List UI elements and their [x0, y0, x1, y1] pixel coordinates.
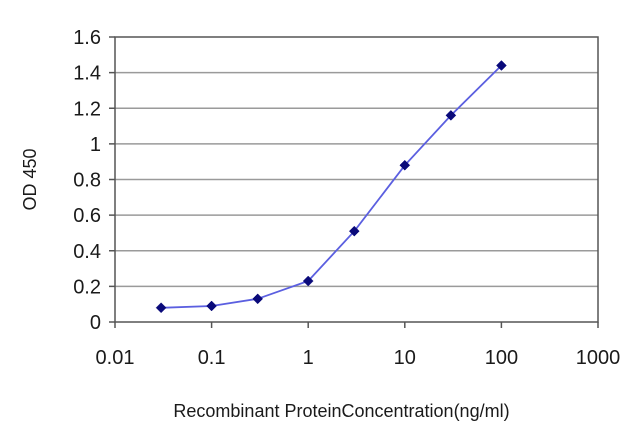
y-tick-label: 0.6: [73, 205, 101, 227]
data-point: [206, 300, 217, 312]
y-tick-label: 0.2: [73, 276, 101, 298]
data-series: [155, 60, 507, 314]
y-tick-label: 0.4: [73, 241, 101, 263]
y-tick-label: 1.2: [73, 98, 101, 120]
x-tick-label: 10: [394, 347, 416, 369]
y-tick-label: 1.4: [73, 63, 101, 85]
x-tick-label: 100: [485, 347, 518, 369]
y-axis-label: OD 450: [20, 148, 40, 210]
y-tick-label: 0.8: [73, 170, 101, 192]
data-point: [155, 302, 167, 314]
y-tick-label: 1: [90, 134, 101, 156]
data-point: [252, 293, 264, 305]
x-axis-ticks: 0.01 0.1 1 10 100 1000: [96, 322, 621, 369]
x-axis-label: Recombinant ProteinConcentration(ng/ml): [173, 401, 509, 421]
y-axis-ticks: 0 0.2 0.4 0.6 0.8 1 1.2 1.4 1.6: [73, 27, 115, 334]
x-tick-label: 1000: [576, 347, 621, 369]
grid-lines: [115, 71, 598, 288]
data-point: [496, 60, 507, 71]
x-tick-label: 1: [303, 347, 314, 369]
data-point: [302, 275, 314, 287]
data-point: [348, 225, 360, 237]
x-tick-label: 0.1: [198, 347, 226, 369]
y-tick-label: 1.6: [73, 27, 101, 49]
x-tick-label: 0.01: [96, 347, 135, 369]
y-tick-label: 0: [90, 312, 101, 334]
data-point: [399, 159, 411, 171]
series-line: [161, 64, 503, 309]
data-point: [445, 110, 457, 121]
